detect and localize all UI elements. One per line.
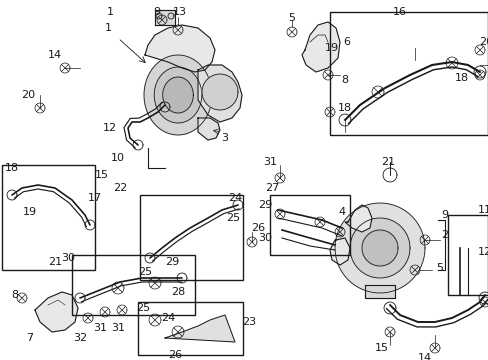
Text: 23: 23 xyxy=(242,317,256,327)
Text: 15: 15 xyxy=(95,170,109,180)
Bar xyxy=(138,302,243,355)
Text: 20: 20 xyxy=(21,90,35,100)
Bar xyxy=(269,195,349,255)
Text: 17: 17 xyxy=(88,193,102,203)
Text: 11: 11 xyxy=(477,205,488,215)
Text: 13: 13 xyxy=(487,283,488,293)
Text: 2: 2 xyxy=(441,230,447,240)
Text: 31: 31 xyxy=(263,157,276,167)
Polygon shape xyxy=(155,10,175,25)
Text: 9: 9 xyxy=(441,210,447,220)
Text: 18: 18 xyxy=(454,73,468,83)
Polygon shape xyxy=(361,230,397,266)
Text: 25: 25 xyxy=(138,267,152,277)
Text: 13: 13 xyxy=(173,7,186,17)
Text: 19: 19 xyxy=(23,207,37,217)
Text: 5: 5 xyxy=(436,263,443,273)
Text: 12: 12 xyxy=(477,247,488,257)
Text: 9: 9 xyxy=(153,7,160,17)
Polygon shape xyxy=(163,77,193,113)
Polygon shape xyxy=(302,22,339,72)
Polygon shape xyxy=(198,118,220,140)
Text: 30: 30 xyxy=(61,253,75,263)
Polygon shape xyxy=(154,67,202,123)
Text: 4: 4 xyxy=(338,207,345,217)
Text: 8: 8 xyxy=(11,290,19,300)
Bar xyxy=(72,255,195,315)
Polygon shape xyxy=(202,74,238,110)
Text: 24: 24 xyxy=(227,193,242,203)
Text: 20: 20 xyxy=(478,37,488,47)
Bar xyxy=(2,165,95,270)
Text: 22: 22 xyxy=(113,183,127,193)
Text: 31: 31 xyxy=(111,323,125,333)
Text: 10: 10 xyxy=(111,153,125,163)
Polygon shape xyxy=(345,205,371,232)
Text: 31: 31 xyxy=(93,323,107,333)
Text: 8: 8 xyxy=(340,75,347,85)
Text: 28: 28 xyxy=(170,287,185,297)
Text: 27: 27 xyxy=(264,183,279,193)
Text: 16: 16 xyxy=(392,7,406,17)
Text: 29: 29 xyxy=(257,200,271,210)
Text: 29: 29 xyxy=(164,257,179,267)
Text: 14: 14 xyxy=(417,353,431,360)
Polygon shape xyxy=(164,315,235,342)
Text: 26: 26 xyxy=(250,223,264,233)
Bar xyxy=(140,195,243,280)
Text: 1: 1 xyxy=(106,7,113,17)
Text: 32: 32 xyxy=(73,333,87,343)
Text: 21: 21 xyxy=(380,157,394,167)
Text: 3: 3 xyxy=(221,133,228,143)
Text: 5: 5 xyxy=(288,13,295,23)
Text: 12: 12 xyxy=(103,123,117,133)
Polygon shape xyxy=(35,292,78,332)
Text: 18: 18 xyxy=(5,163,19,173)
Text: 26: 26 xyxy=(167,350,182,360)
Text: 24: 24 xyxy=(161,313,175,323)
Text: 6: 6 xyxy=(342,37,349,47)
Text: 25: 25 xyxy=(136,303,150,313)
Text: 19: 19 xyxy=(324,43,338,53)
Polygon shape xyxy=(198,65,242,122)
Text: 21: 21 xyxy=(48,257,62,267)
Text: 14: 14 xyxy=(48,50,62,60)
Text: 1: 1 xyxy=(104,23,111,33)
Bar xyxy=(447,215,487,295)
Polygon shape xyxy=(145,25,215,72)
Polygon shape xyxy=(364,285,394,298)
Text: 30: 30 xyxy=(258,233,271,243)
Polygon shape xyxy=(334,203,424,293)
Text: 15: 15 xyxy=(374,343,388,353)
Text: 18: 18 xyxy=(337,103,351,113)
Polygon shape xyxy=(144,55,212,135)
Text: 7: 7 xyxy=(26,333,34,343)
Polygon shape xyxy=(349,218,409,278)
Bar xyxy=(329,12,487,135)
Polygon shape xyxy=(329,238,349,265)
Text: 25: 25 xyxy=(225,213,240,223)
